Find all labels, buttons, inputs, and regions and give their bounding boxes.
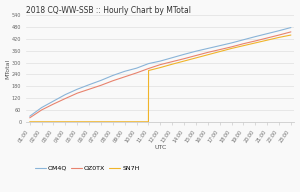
OZ0TX <box>206 51 210 54</box>
SN7H <box>147 69 150 72</box>
OZ0TX <box>289 31 293 33</box>
OM4Q <box>254 36 257 38</box>
OM4Q <box>99 79 103 82</box>
OM4Q <box>87 84 91 86</box>
OM4Q <box>218 45 221 47</box>
SN7H <box>254 42 257 44</box>
OM4Q <box>265 32 269 35</box>
SN7H <box>123 121 127 123</box>
SN7H <box>158 66 162 69</box>
SN7H <box>87 121 91 123</box>
Text: 2018 CQ-WW-SSB :: Hourly Chart by MTotal: 2018 CQ-WW-SSB :: Hourly Chart by MTotal <box>26 6 191 15</box>
SN7H <box>289 34 293 36</box>
Legend: OM4Q, OZ0TX, SN7H: OM4Q, OZ0TX, SN7H <box>35 165 140 171</box>
Line: SN7H: SN7H <box>30 35 291 122</box>
Y-axis label: MTotal: MTotal <box>6 58 10 79</box>
OZ0TX <box>182 58 186 60</box>
OM4Q <box>40 106 44 109</box>
SN7H <box>206 54 210 56</box>
SN7H <box>230 47 233 50</box>
OZ0TX <box>194 54 198 57</box>
OM4Q <box>135 67 138 69</box>
OM4Q <box>147 62 150 65</box>
OM4Q <box>289 26 293 29</box>
SN7H <box>40 121 44 123</box>
OZ0TX <box>265 37 269 39</box>
OM4Q <box>182 53 186 55</box>
OM4Q <box>123 70 127 72</box>
OM4Q <box>52 100 55 102</box>
SN7H <box>218 50 221 53</box>
SN7H <box>64 121 67 123</box>
SN7H <box>194 57 198 59</box>
SN7H <box>111 121 115 123</box>
OZ0TX <box>242 43 245 45</box>
SN7H <box>242 45 245 47</box>
OZ0TX <box>230 46 233 48</box>
SN7H <box>147 121 150 123</box>
OZ0TX <box>218 48 221 51</box>
SN7H <box>52 121 55 123</box>
OZ0TX <box>135 72 138 74</box>
Line: OM4Q: OM4Q <box>30 28 291 116</box>
OM4Q <box>277 30 281 32</box>
SN7H <box>170 63 174 65</box>
OZ0TX <box>28 117 31 119</box>
OM4Q <box>206 47 210 50</box>
OZ0TX <box>277 34 281 36</box>
SN7H <box>182 60 186 62</box>
OZ0TX <box>123 76 127 78</box>
OZ0TX <box>99 84 103 86</box>
OM4Q <box>28 115 31 117</box>
SN7H <box>265 39 269 41</box>
OZ0TX <box>64 97 67 100</box>
SN7H <box>277 36 281 39</box>
OM4Q <box>230 42 233 44</box>
OM4Q <box>194 50 198 52</box>
OZ0TX <box>52 103 55 105</box>
OZ0TX <box>147 67 150 70</box>
OZ0TX <box>87 88 91 90</box>
SN7H <box>28 121 31 123</box>
SN7H <box>99 121 103 123</box>
OZ0TX <box>111 80 115 82</box>
OM4Q <box>242 39 245 41</box>
OM4Q <box>75 88 79 90</box>
SN7H <box>135 121 138 123</box>
OM4Q <box>170 57 174 59</box>
OZ0TX <box>170 60 174 63</box>
OM4Q <box>64 94 67 96</box>
OZ0TX <box>158 63 162 66</box>
Line: OZ0TX: OZ0TX <box>30 32 291 118</box>
OZ0TX <box>254 40 257 42</box>
SN7H <box>75 121 79 123</box>
OZ0TX <box>75 92 79 94</box>
OZ0TX <box>40 109 44 111</box>
X-axis label: UTC: UTC <box>154 145 167 150</box>
OM4Q <box>111 74 115 77</box>
OM4Q <box>158 60 162 62</box>
